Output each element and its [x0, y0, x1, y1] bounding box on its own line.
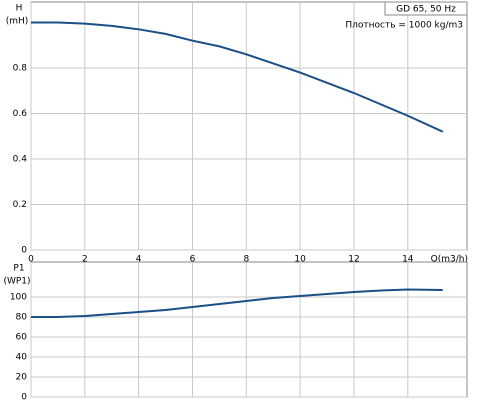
x-tick-label: 8: [243, 255, 249, 265]
x-tick-label: 10: [294, 255, 306, 265]
x-tick-label: 12: [348, 255, 359, 265]
y-tick-label: 80: [16, 313, 28, 323]
annotation: Плотность = 1000 kg/m3: [345, 21, 463, 31]
y-tick-label: 0.2: [13, 200, 27, 210]
x-axis-label: Q(m3/h): [431, 255, 468, 265]
x-tick-label: 4: [136, 255, 142, 265]
plot-area: [30, 1, 468, 251]
data-line: [31, 288, 443, 318]
y-tick-label: 0.8: [13, 63, 28, 73]
y-tick-label: 0.4: [13, 154, 28, 164]
y-tick-label: 0.6: [13, 109, 28, 119]
data-line: [31, 21, 444, 133]
y-tick-label: 0: [21, 393, 27, 400]
x-tick-label: 2: [82, 255, 88, 265]
y-tick-label: 100: [10, 293, 27, 303]
y-axis-unit: (WP1): [3, 277, 30, 287]
y-axis-label: P1: [13, 264, 24, 274]
annotation-box: [384, 1, 468, 16]
plot-area: [30, 261, 468, 398]
y-axis-unit: (mH): [6, 17, 29, 27]
y-tick-label: 0: [21, 246, 27, 256]
y-tick-label: 40: [16, 353, 28, 363]
annotation: GD 65, 50 Hz: [396, 5, 456, 15]
y-tick-label: 20: [16, 373, 28, 383]
y-tick-label: 60: [16, 333, 28, 343]
x-tick-label: 14: [402, 255, 414, 265]
y-axis-label: H: [16, 4, 23, 14]
x-tick-label: 0: [28, 255, 34, 265]
x-tick-label: 6: [190, 255, 196, 265]
